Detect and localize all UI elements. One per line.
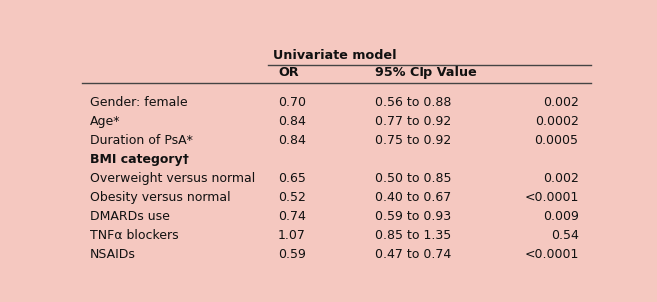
Text: 0.47 to 0.74: 0.47 to 0.74 [375, 248, 451, 261]
Text: 0.0002: 0.0002 [535, 114, 579, 128]
Text: 0.002: 0.002 [543, 172, 579, 185]
Text: Overweight versus normal: Overweight versus normal [90, 172, 255, 185]
Text: p Value: p Value [423, 66, 477, 79]
Text: 0.84: 0.84 [278, 134, 306, 147]
Text: Age*: Age* [90, 114, 120, 128]
Text: <0.0001: <0.0001 [524, 191, 579, 204]
Text: 95% CI: 95% CI [375, 66, 424, 79]
Text: 0.59 to 0.93: 0.59 to 0.93 [375, 210, 451, 223]
Text: Duration of PsA*: Duration of PsA* [90, 134, 193, 147]
Text: 0.40 to 0.67: 0.40 to 0.67 [375, 191, 451, 204]
Text: NSAIDs: NSAIDs [90, 248, 135, 261]
Text: <0.0001: <0.0001 [524, 248, 579, 261]
Text: 0.52: 0.52 [278, 191, 306, 204]
Text: Gender: female: Gender: female [90, 95, 187, 108]
Text: 0.84: 0.84 [278, 114, 306, 128]
Text: 0.77 to 0.92: 0.77 to 0.92 [375, 114, 451, 128]
Text: 0.50 to 0.85: 0.50 to 0.85 [375, 172, 451, 185]
Text: Univariate model: Univariate model [273, 49, 397, 62]
Text: 0.009: 0.009 [543, 210, 579, 223]
Text: 0.74: 0.74 [278, 210, 306, 223]
Text: 0.59: 0.59 [278, 248, 306, 261]
Text: BMI category†: BMI category† [90, 153, 189, 166]
Text: 0.65: 0.65 [278, 172, 306, 185]
Text: 0.0005: 0.0005 [535, 134, 579, 147]
Text: 0.75 to 0.92: 0.75 to 0.92 [375, 134, 451, 147]
Text: DMARDs use: DMARDs use [90, 210, 170, 223]
Text: 0.54: 0.54 [551, 229, 579, 242]
Text: 0.85 to 1.35: 0.85 to 1.35 [375, 229, 451, 242]
Text: 1.07: 1.07 [278, 229, 306, 242]
Text: 0.002: 0.002 [543, 95, 579, 108]
Text: OR: OR [278, 66, 299, 79]
Text: TNFα blockers: TNFα blockers [90, 229, 179, 242]
Text: 0.70: 0.70 [278, 95, 306, 108]
Text: Obesity versus normal: Obesity versus normal [90, 191, 231, 204]
Text: 0.56 to 0.88: 0.56 to 0.88 [375, 95, 451, 108]
